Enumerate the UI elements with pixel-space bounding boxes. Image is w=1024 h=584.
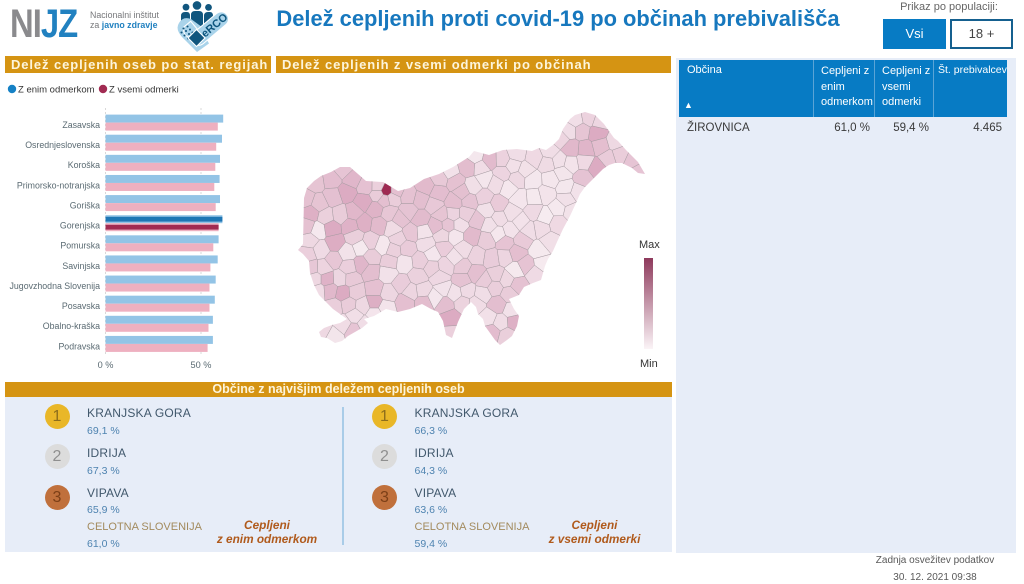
svg-text:Z vsemi odmerki: Z vsemi odmerki [109, 85, 179, 96]
svg-text:Obalno-kraška: Obalno-kraška [43, 321, 100, 331]
svg-text:Jugovzhodna Slovenija: Jugovzhodna Slovenija [10, 281, 101, 291]
svg-text:Posavska: Posavska [62, 301, 100, 311]
svg-text:Goriška: Goriška [70, 200, 100, 210]
svg-text:Z enim odmerkom: Z enim odmerkom [18, 85, 95, 96]
svg-text:Osrednjeslovenska: Osrednjeslovenska [25, 140, 100, 150]
svg-text:50 %: 50 % [191, 360, 212, 370]
svg-text:Pomurska: Pomurska [60, 241, 100, 251]
svg-text:Podravska: Podravska [58, 341, 100, 351]
svg-text:Zasavska: Zasavska [62, 120, 100, 130]
svg-text:Primorsko-notranjska: Primorsko-notranjska [17, 180, 100, 190]
svg-text:Koroška: Koroška [68, 160, 100, 170]
svg-text:Min: Min [640, 358, 658, 370]
svg-text:Savinjska: Savinjska [62, 261, 100, 271]
svg-text:0 %: 0 % [98, 360, 114, 370]
svg-text:Max: Max [639, 239, 660, 251]
svg-text:Gorenjska: Gorenjska [60, 221, 100, 231]
